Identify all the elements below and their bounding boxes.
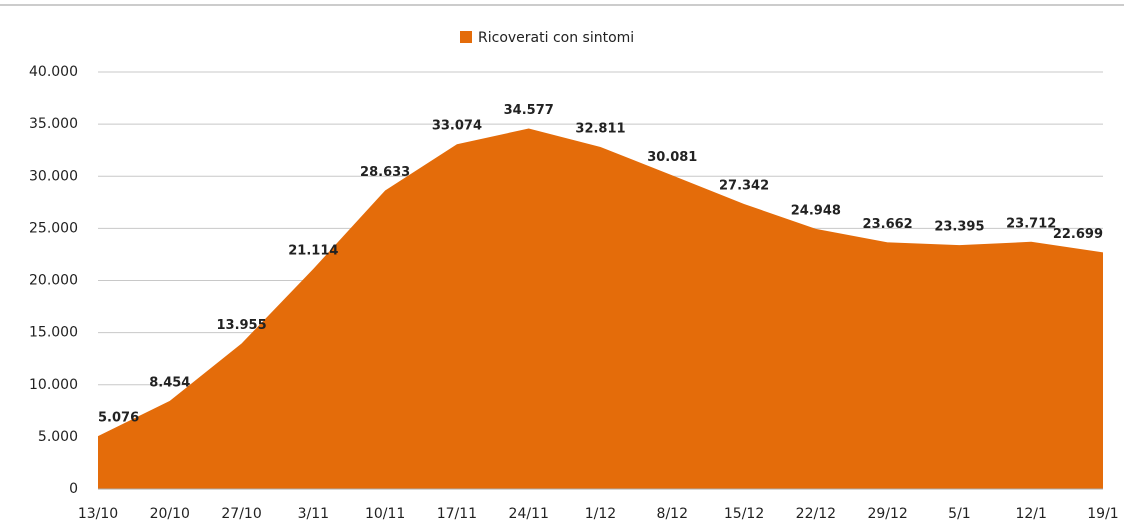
x-tick-label: 20/10 — [150, 506, 190, 522]
data-label: 24.948 — [791, 203, 841, 218]
data-label: 23.712 — [1006, 216, 1056, 231]
x-tick-label: 5/1 — [948, 506, 971, 522]
data-label: 23.662 — [863, 217, 913, 232]
x-tick-label: 19/1 — [1087, 506, 1118, 522]
y-tick-label: 25.000 — [29, 220, 78, 236]
data-label: 28.633 — [360, 165, 410, 180]
x-tick-label: 29/12 — [867, 506, 907, 522]
y-tick-label: 0 — [69, 481, 78, 497]
data-label: 30.081 — [647, 150, 697, 165]
x-tick-label: 13/10 — [78, 506, 118, 522]
data-label: 33.074 — [432, 119, 482, 134]
area — [98, 128, 1103, 489]
y-tick-label: 10.000 — [29, 377, 78, 393]
data-label: 32.811 — [575, 121, 625, 136]
x-tick-label: 27/10 — [221, 506, 261, 522]
y-tick-label: 15.000 — [29, 325, 78, 341]
x-tick-label: 3/11 — [298, 506, 329, 522]
x-tick-label: 15/12 — [724, 506, 764, 522]
data-label: 23.395 — [934, 220, 984, 235]
data-label: 27.342 — [719, 178, 769, 193]
y-tick-label: 35.000 — [29, 116, 78, 132]
data-label: 13.955 — [216, 318, 266, 333]
x-tick-label: 12/1 — [1015, 506, 1046, 522]
x-tick-label: 22/12 — [796, 506, 836, 522]
data-label: 8.454 — [149, 375, 190, 390]
x-tick-label: 17/11 — [437, 506, 477, 522]
x-tick-label: 8/12 — [657, 506, 688, 522]
x-tick-label: 1/12 — [585, 506, 616, 522]
data-label: 5.076 — [98, 411, 139, 426]
x-tick-label: 10/11 — [365, 506, 405, 522]
y-tick-label: 5.000 — [38, 429, 78, 445]
y-tick-label: 30.000 — [29, 168, 78, 184]
y-tick-label: 40.000 — [29, 64, 78, 80]
data-label: 22.699 — [1053, 227, 1103, 242]
legend-swatch — [460, 31, 472, 43]
y-tick-label: 20.000 — [29, 273, 78, 289]
data-label: 34.577 — [504, 103, 554, 118]
data-label: 21.114 — [288, 243, 338, 258]
x-tick-label: 24/11 — [509, 506, 549, 522]
legend-label: Ricoverati con sintomi — [478, 30, 634, 46]
